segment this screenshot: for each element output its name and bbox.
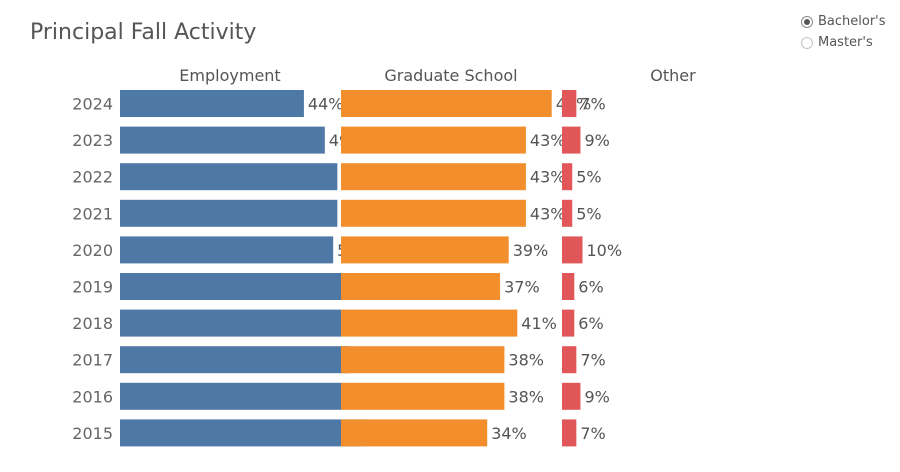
year-label: 2021 [72,204,113,223]
bar [341,199,526,227]
data-label: 9% [584,387,609,406]
bar [341,346,505,374]
year-label: 2019 [72,278,113,297]
data-label: 43% [530,204,566,223]
data-label: 9% [584,131,609,150]
bar [562,163,573,191]
data-label: 43% [530,131,566,150]
bar [562,419,577,447]
bar [120,346,350,374]
year-label: 2016 [72,387,113,406]
bar [341,236,509,264]
radio-bachelors[interactable]: Bachelor's [801,11,886,32]
data-label: 41% [521,314,557,333]
bar [562,199,573,227]
data-label: 37% [504,278,540,297]
data-label: 38% [508,351,544,370]
year-label: 2022 [72,168,113,187]
data-label: 5% [576,204,601,223]
bar [341,126,526,154]
bar [562,309,575,337]
year-label: 2024 [72,95,113,114]
bar [341,419,488,447]
chart-title: Principal Fall Activity [30,20,257,45]
bar [341,163,526,191]
data-label: 44% [308,95,344,114]
data-label: 7% [580,351,605,370]
column-header-2: Other [650,66,696,85]
bar [562,273,575,300]
radio-bachelors-label: Bachelor's [818,14,886,29]
bar [120,309,342,337]
radio-masters-label: Master's [818,35,873,50]
data-label: 38% [508,387,544,406]
bar [562,90,577,117]
radio-masters[interactable]: Master's [801,32,886,53]
radio-unchecked-icon [801,36,813,49]
data-label: 7% [580,424,605,443]
degree-filter: Bachelor's Master's [801,11,886,53]
bar [562,382,581,410]
data-label: 7% [580,95,605,114]
data-label: 43% [530,168,566,187]
data-label: 6% [578,314,603,333]
bar [562,346,577,374]
year-label: 2023 [72,131,113,150]
data-label: 34% [491,424,527,443]
data-label: 10% [587,241,623,260]
data-label: 39% [513,241,549,260]
bar [341,309,518,337]
bar [120,273,355,300]
bar [120,419,367,447]
bar [120,126,325,154]
bar [120,163,338,191]
radio-checked-icon [801,15,813,28]
data-label: 5% [576,168,601,187]
bar [341,90,552,117]
column-header-0: Employment [179,66,280,85]
bar [341,273,501,300]
year-label: 2015 [72,424,113,443]
year-label: 2018 [72,314,113,333]
bar [562,236,583,264]
column-header-1: Graduate School [384,66,517,85]
bar [120,199,338,227]
year-label: 2017 [72,351,113,370]
bar [120,382,342,410]
bar [120,236,334,264]
year-label: 2020 [72,241,113,260]
bar [120,90,304,117]
data-label: 6% [578,278,603,297]
bar [341,382,505,410]
bar [562,126,581,154]
